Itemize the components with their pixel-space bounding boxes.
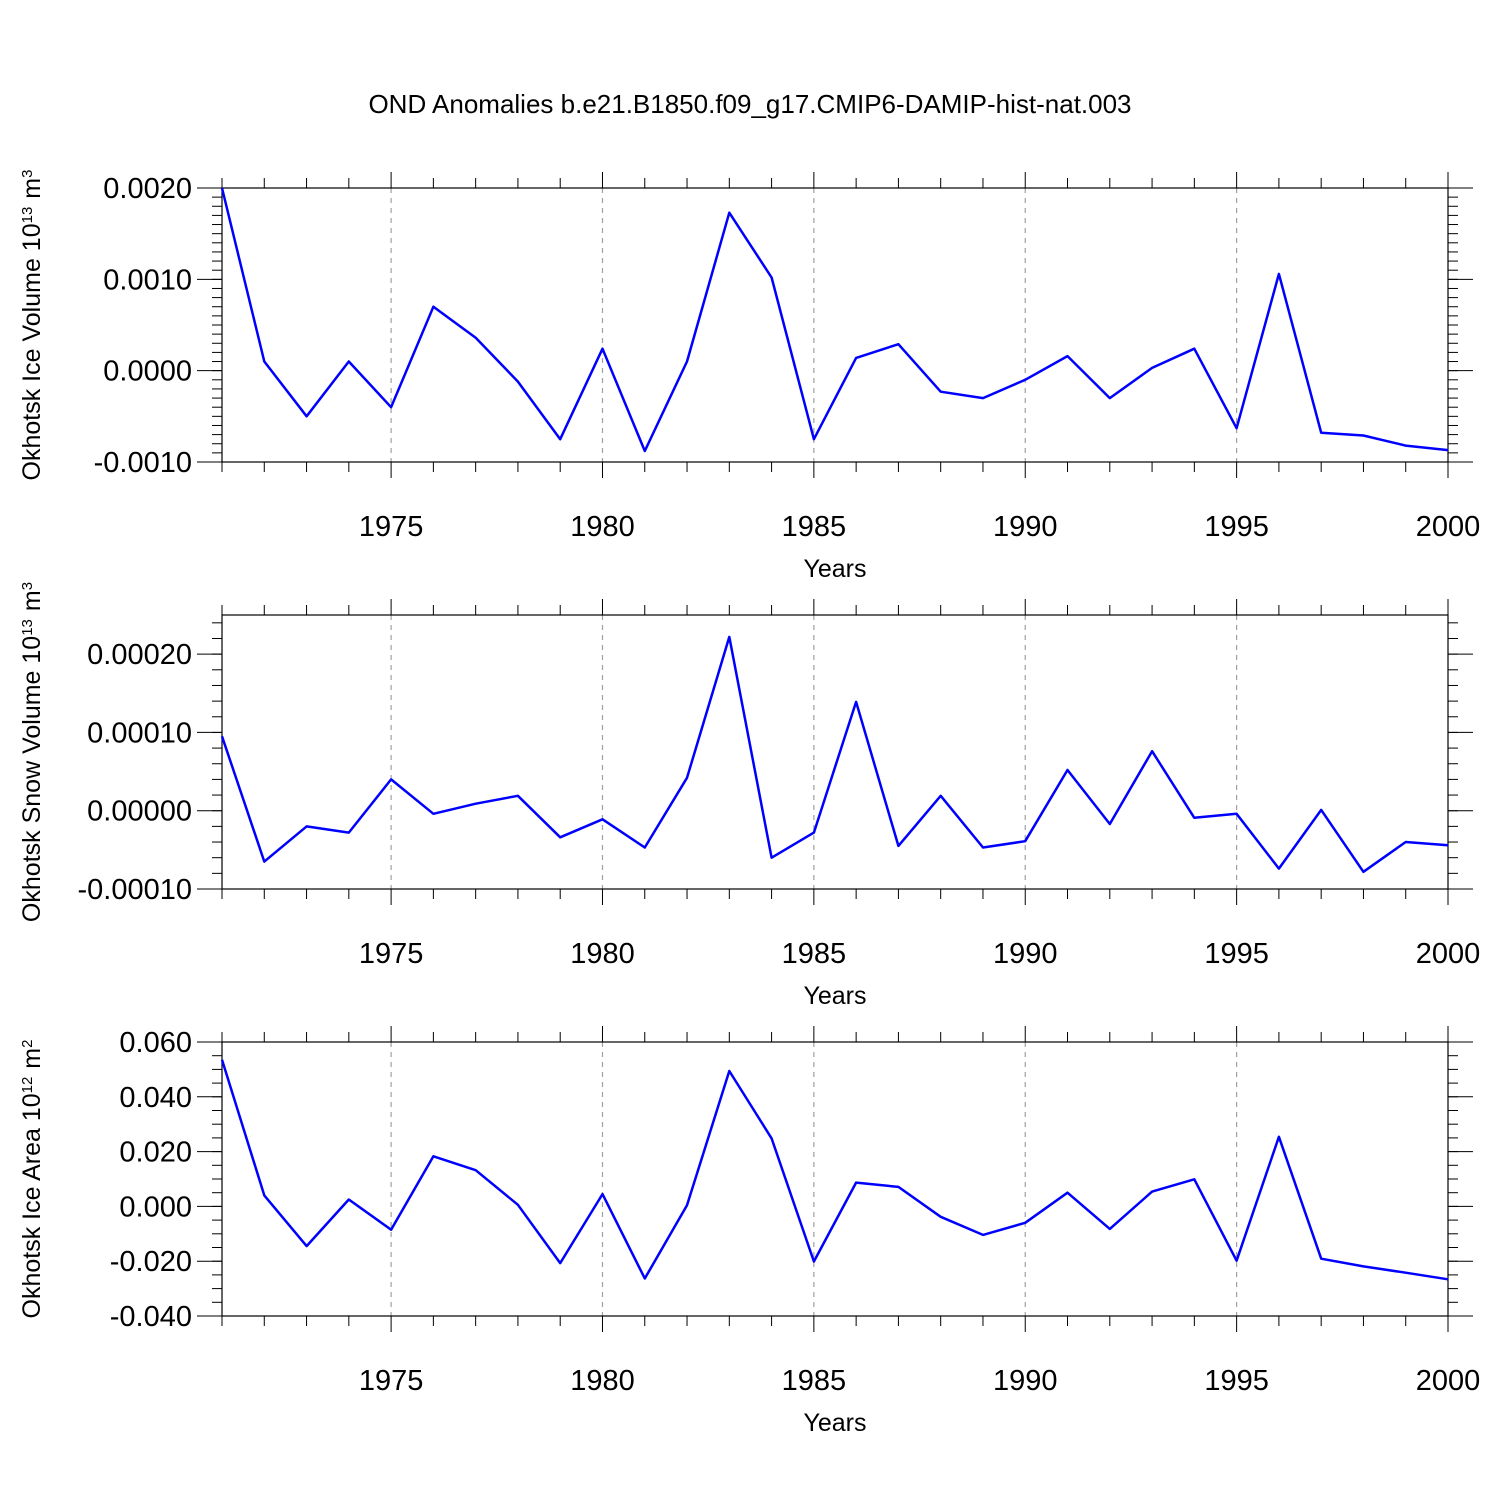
y-tick-label: -0.0010 [94,447,192,479]
y-tick-label: 0.000 [119,1191,192,1223]
y-axis-label-unit: m [18,178,46,199]
x-tick-label: 1975 [359,938,424,970]
x-tick-label: 1980 [570,1365,635,1397]
y-tick-label: -0.00010 [78,874,193,906]
y-axis-label: Okhotsk Snow Volume 1013 m3 [18,582,46,922]
y-tick-label: 0.040 [119,1082,192,1114]
x-tick-label: 1995 [1204,511,1269,543]
y-tick-label: 0.0020 [103,173,192,205]
grid-lines [390,1042,1238,1316]
chart-title: OND Anomalies b.e21.B1850.f09_g17.CMIP6-… [368,89,1131,119]
x-tick-label: 1995 [1204,1365,1269,1397]
y-tick-label: -0.020 [110,1246,192,1278]
x-axis-label: Years [803,555,866,583]
y-axis-label-text: Okhotsk Snow Volume 10 [18,636,46,922]
y-tick-label: 0.020 [119,1137,192,1169]
y-tick-labels: 0.060 0.040 0.020 0.000 -0.020 -0.040 [110,1027,192,1333]
x-tick-label: 1985 [782,1365,847,1397]
y-tick-labels: 0.00020 0.00010 0.00000 -0.00010 [78,639,193,906]
grid-lines [390,188,1238,462]
y-axis-label-text: Okhotsk Ice Area 10 [18,1093,46,1318]
x-tick-label: 1975 [359,1365,424,1397]
x-axis-label: Years [803,982,866,1010]
x-tick-labels: 1975 1980 1985 1990 1995 2000 [359,938,1480,970]
x-tick-label: 1990 [993,511,1058,543]
x-tick-label: 2000 [1416,511,1481,543]
axis-ticks [197,1026,1473,1332]
y-axis-label-text: Okhotsk Ice Volume 10 [18,223,46,480]
series-line [220,1059,1449,1281]
y-tick-label: 0.00020 [87,639,192,671]
x-tick-label: 1985 [782,938,847,970]
axis-ticks [197,599,1473,905]
x-tick-label: 2000 [1416,938,1481,970]
y-tick-label: 0.060 [119,1027,192,1059]
plot-frame [221,1041,1449,1317]
x-tick-labels: 1975 1980 1985 1990 1995 2000 [359,511,1480,543]
y-axis-label-unit-exponent: 3 [19,170,36,178]
y-tick-label: 0.00010 [87,717,192,749]
y-axis-label-exponent: 13 [19,619,36,636]
y-tick-label: 0.00000 [87,796,192,828]
x-tick-label: 1995 [1204,938,1269,970]
y-tick-label: 0.0000 [103,356,192,388]
plot-frame [221,614,1449,890]
x-tick-label: 1990 [993,1365,1058,1397]
x-tick-label: 1980 [570,511,635,543]
x-tick-label: 1975 [359,511,424,543]
y-tick-label: 0.0010 [103,264,192,296]
y-tick-labels: 0.0020 0.0010 0.0000 -0.0010 [94,173,192,479]
grid-lines [390,615,1238,889]
x-tick-label: 1990 [993,938,1058,970]
y-axis-label: Okhotsk Ice Volume 1013 m3 [18,170,46,481]
y-axis-label: Okhotsk Ice Area 1012 m2 [18,1040,46,1319]
series-line [220,635,1449,874]
axis-ticks [197,172,1473,478]
y-axis-label-exponent: 12 [19,1077,36,1094]
plot-frame [221,187,1449,463]
panel-ice-area: 0.060 0.040 0.020 0.000 -0.020 -0.040 1975 198… [18,1026,1480,1437]
x-axis-label: Years [803,1409,866,1437]
x-tick-label: 2000 [1416,1365,1481,1397]
y-axis-label-unit: m [18,590,46,611]
series-line [220,187,1449,453]
x-tick-label: 1985 [782,511,847,543]
x-tick-label: 1980 [570,938,635,970]
y-axis-label-unit-exponent: 3 [19,582,36,590]
y-axis-label-unit: m [18,1048,46,1069]
y-axis-label-exponent: 13 [19,207,36,224]
y-tick-label: -0.040 [110,1301,192,1333]
x-tick-labels: 1975 1980 1985 1990 1995 2000 [359,1365,1480,1397]
y-axis-label-unit-exponent: 2 [19,1040,36,1048]
